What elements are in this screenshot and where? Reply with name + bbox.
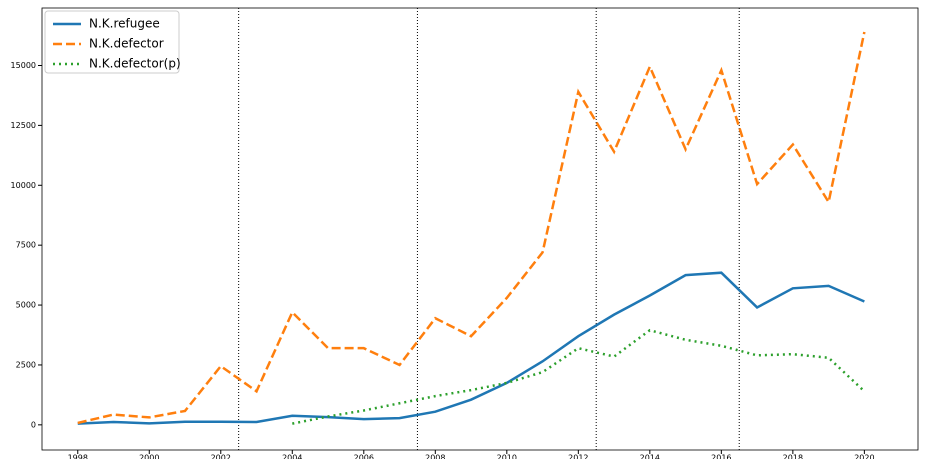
legend-label: N.K.defector — [89, 37, 164, 51]
y-tick-label: 0 — [31, 420, 36, 429]
y-tick-label: 2500 — [16, 360, 36, 369]
y-tick-label: 12500 — [11, 121, 36, 130]
x-tick-label: 2008 — [425, 454, 445, 459]
x-tick-label: 2006 — [354, 454, 374, 459]
y-tick-label: 7500 — [16, 241, 36, 250]
legend-label: N.K.refugee — [89, 17, 160, 31]
legend-label: N.K.defector(p) — [89, 57, 181, 71]
x-tick-label: 2020 — [854, 454, 874, 459]
series-line — [77, 31, 866, 425]
plot-frame — [41, 7, 919, 451]
x-tick-label: 2014 — [640, 454, 660, 459]
y-tick-label: 5000 — [16, 301, 36, 310]
series-line — [292, 328, 866, 425]
x-tick-label: 1998 — [68, 454, 88, 459]
x-tick-label: 2002 — [211, 454, 231, 459]
x-tick-label: 2000 — [139, 454, 159, 459]
legend: N.K.refugee N.K.defector N.K.defector(p) — [44, 10, 181, 74]
x-tick-label: 2004 — [282, 454, 302, 459]
x-tick-label: 2010 — [497, 454, 517, 459]
x-tick-label: 2016 — [711, 454, 731, 459]
series-line — [77, 271, 865, 425]
x-tick-label: 2018 — [783, 454, 803, 459]
x-tick-label: 2012 — [568, 454, 588, 459]
y-tick-label: 15000 — [11, 61, 36, 70]
legend-box — [44, 10, 180, 74]
y-tick-label: 10000 — [11, 181, 36, 190]
